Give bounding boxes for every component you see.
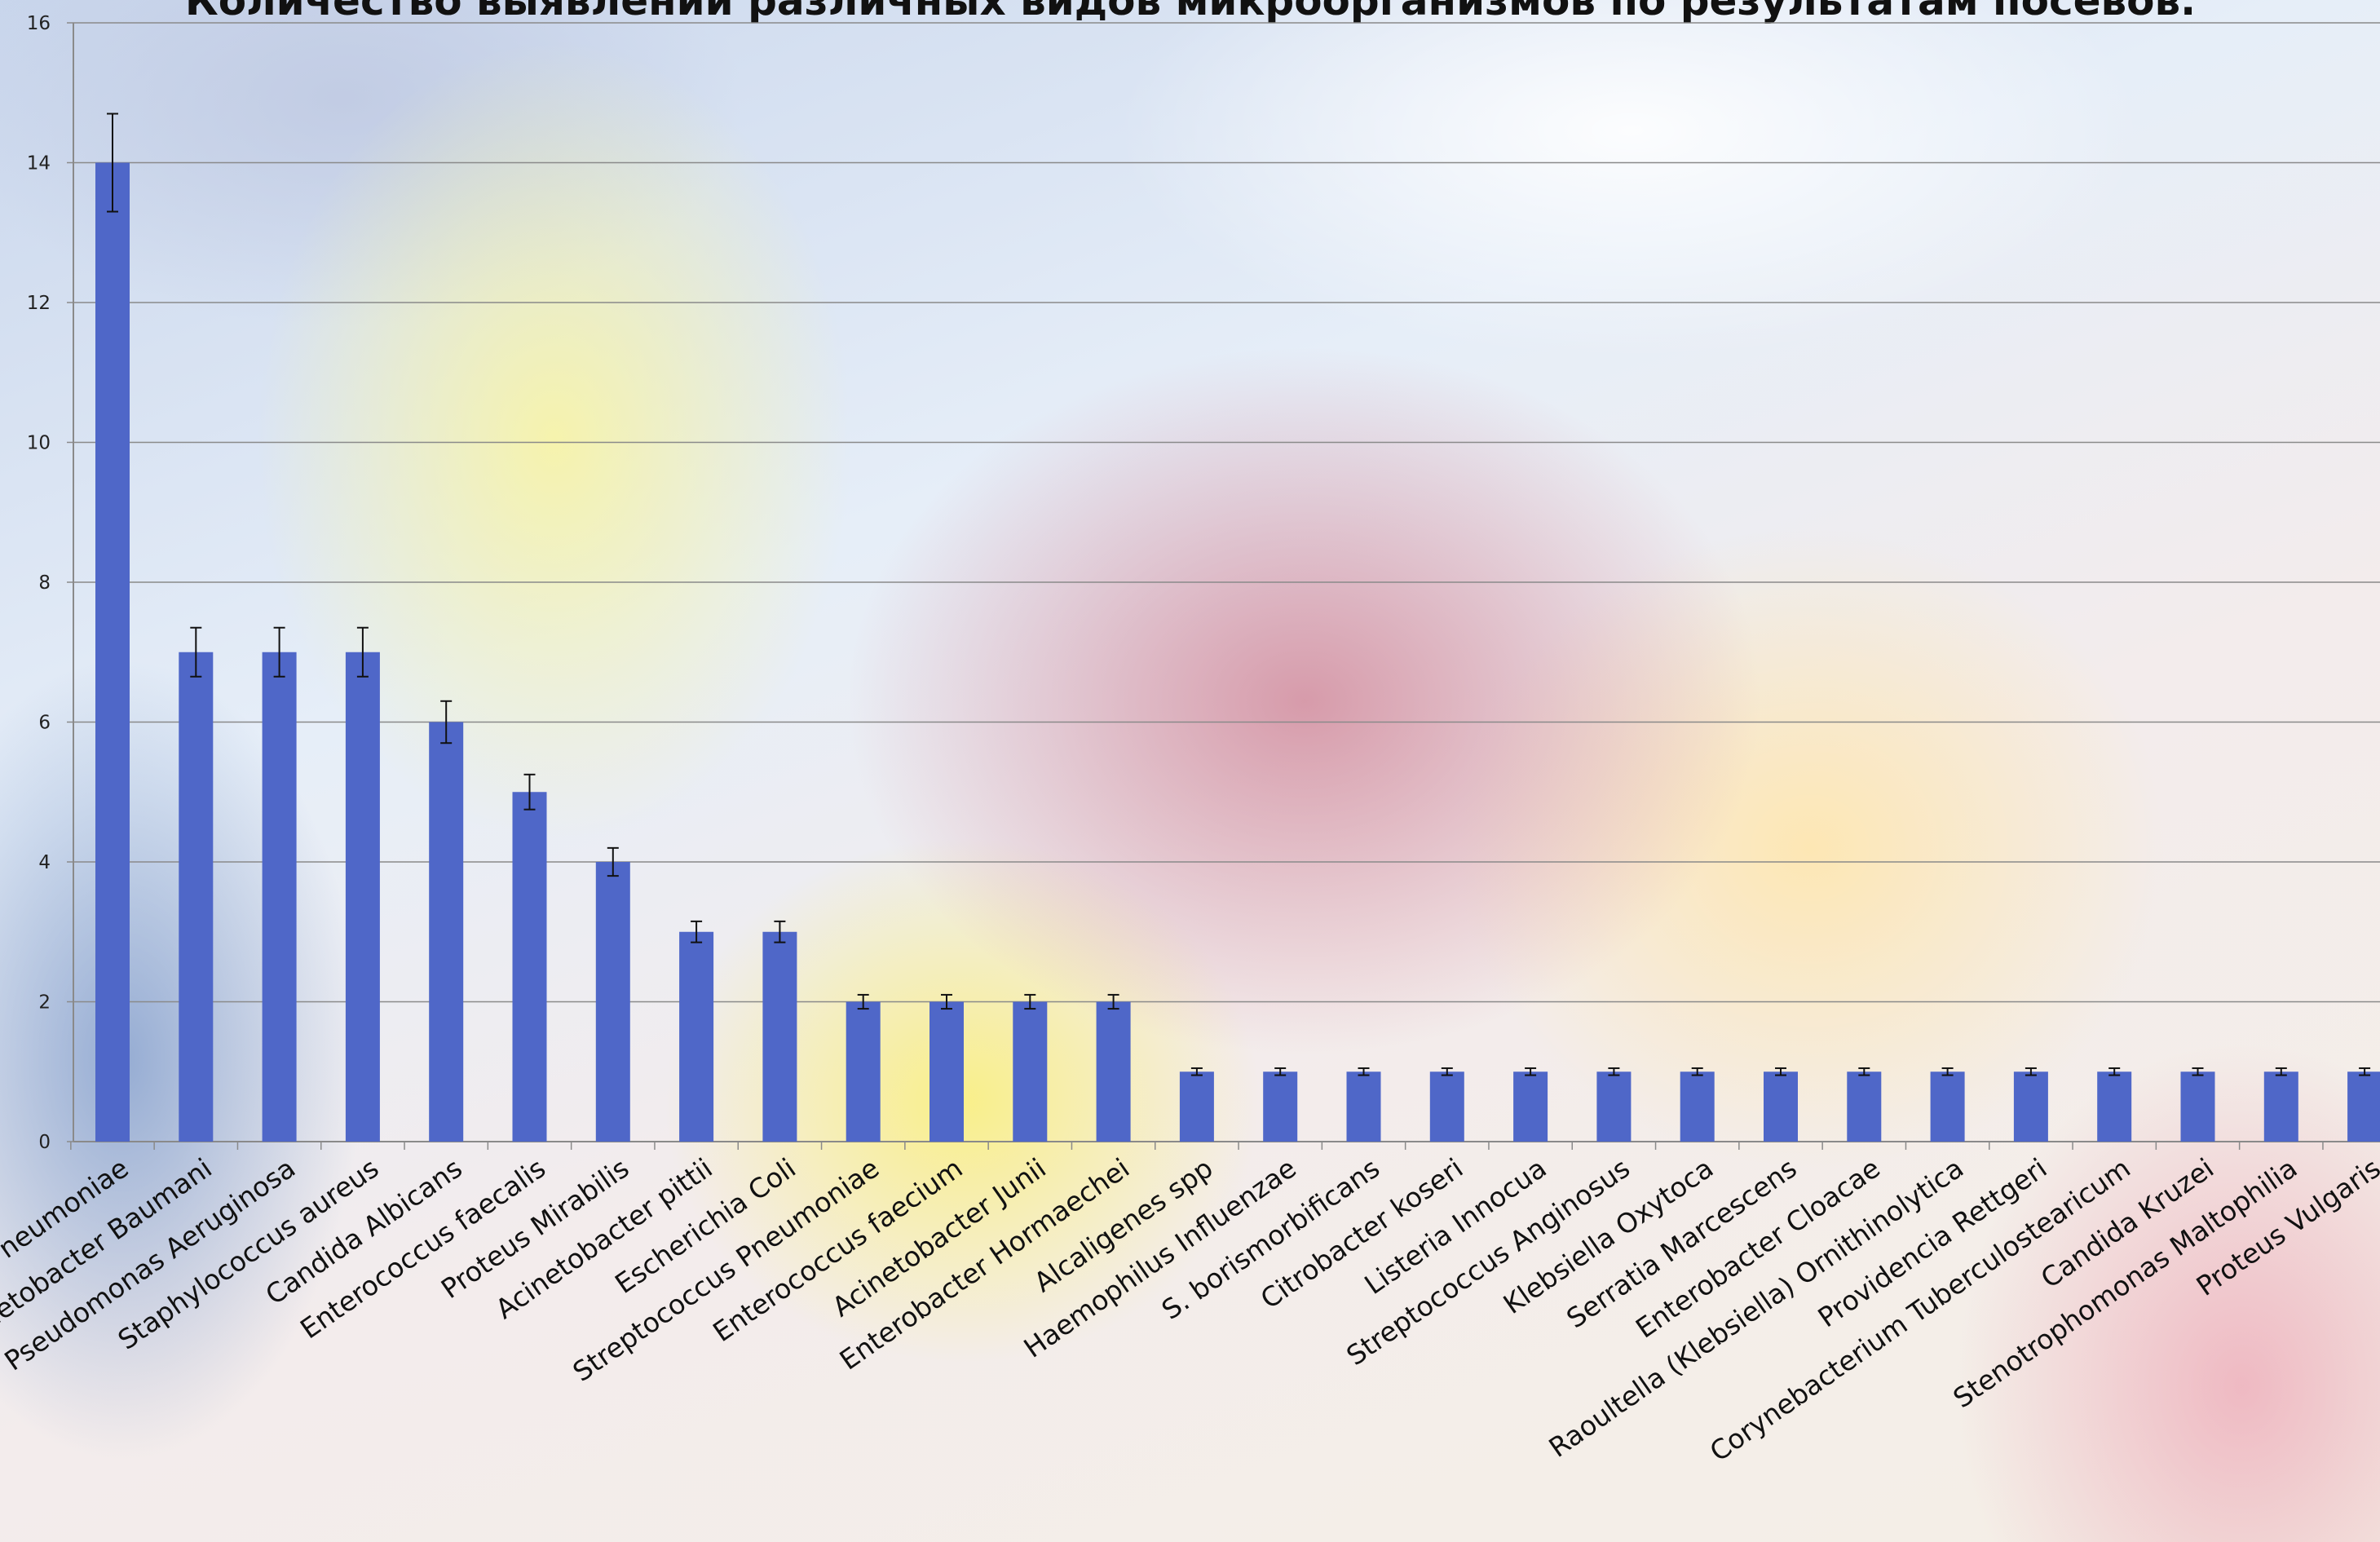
bar <box>2347 1071 2380 1142</box>
y-axis-tick-labels: 0 2 4 6 8 10 12 14 16 <box>27 13 51 1153</box>
bar <box>1680 1071 1715 1142</box>
chart-title: Количество выявлений различных видов мик… <box>185 0 2196 24</box>
bar <box>846 1001 881 1142</box>
y-tick-label: 6 <box>38 713 51 734</box>
bar <box>1179 1071 1214 1142</box>
bar <box>679 931 714 1142</box>
bars <box>95 162 2380 1142</box>
bar <box>95 162 130 1142</box>
bar <box>2180 1071 2215 1142</box>
bar <box>429 722 464 1142</box>
y-tick-label: 2 <box>38 992 51 1014</box>
bar <box>2013 1071 2048 1142</box>
y-tick-label: 4 <box>38 852 51 873</box>
bar <box>1096 1001 1131 1142</box>
bar <box>179 652 214 1142</box>
bar <box>1930 1071 1965 1142</box>
bar <box>595 862 630 1142</box>
y-tick-label: 10 <box>27 433 51 454</box>
y-tick-label: 14 <box>27 153 51 175</box>
bar <box>1847 1071 1882 1142</box>
bar <box>2263 1071 2298 1142</box>
bar <box>1513 1071 1548 1142</box>
error-bars <box>107 113 2371 1076</box>
bar <box>512 792 547 1142</box>
bar <box>762 931 797 1142</box>
y-tick-label: 16 <box>27 13 51 34</box>
y-tick-label: 8 <box>38 572 51 594</box>
grid-lines <box>73 22 2380 1003</box>
bar <box>2097 1071 2132 1142</box>
bar <box>1013 1001 1048 1142</box>
bar <box>929 1001 964 1142</box>
bar <box>345 652 380 1142</box>
bar <box>1263 1071 1298 1142</box>
bar <box>1346 1071 1381 1142</box>
y-tick-label: 12 <box>27 293 51 314</box>
bar <box>262 652 297 1142</box>
bar <box>1764 1071 1798 1142</box>
bar <box>1429 1071 1464 1142</box>
bar <box>1596 1071 1632 1142</box>
axes <box>67 22 2380 1150</box>
y-tick-label: 0 <box>38 1132 51 1153</box>
